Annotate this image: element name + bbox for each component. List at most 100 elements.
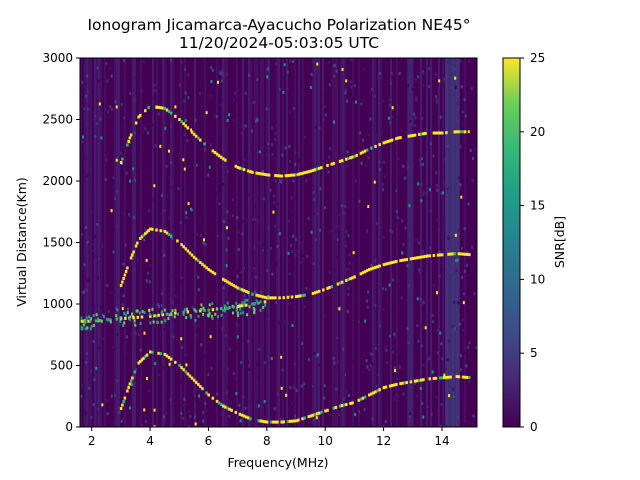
noise-pixel	[169, 161, 172, 165]
noise-pixel	[416, 297, 419, 301]
noise-pixel	[248, 368, 251, 372]
trace-point	[282, 296, 286, 300]
noise-pixel	[429, 62, 432, 66]
noise-pixel	[411, 87, 414, 91]
x-tick-label: 6	[205, 434, 213, 448]
trace-point	[222, 157, 225, 161]
trace-point	[86, 326, 89, 330]
noise-pixel	[131, 383, 134, 387]
noise-pixel	[182, 164, 185, 168]
noise-pixel	[253, 245, 256, 249]
noise-pixel	[214, 191, 217, 195]
noise-pixel	[194, 118, 197, 122]
noise-pixel	[231, 198, 234, 202]
noise-pixel	[133, 131, 136, 135]
noise-pixel	[189, 414, 192, 418]
noise-pixel	[265, 68, 268, 72]
trace-point	[124, 269, 128, 273]
noise-pixel	[459, 396, 462, 400]
noise-pixel	[354, 413, 357, 417]
noise-pixel	[455, 268, 458, 272]
trace-point	[376, 265, 379, 269]
noise-pixel	[133, 76, 136, 80]
trace-point	[215, 307, 218, 311]
noise-pixel	[160, 122, 163, 126]
noise-column	[100, 58, 102, 427]
noise-pixel	[238, 403, 241, 407]
noise-pixel	[453, 395, 456, 399]
trace-point	[178, 118, 181, 121]
trace-point	[152, 320, 155, 324]
trace-point	[432, 254, 436, 258]
trace-point	[453, 130, 456, 134]
trace-point	[155, 314, 158, 318]
noise-pixel	[318, 126, 321, 130]
noise-pixel	[96, 276, 99, 280]
noise-pixel	[96, 223, 99, 227]
trace-point	[155, 105, 158, 109]
trace-point	[288, 419, 292, 423]
noise-pixel	[134, 178, 137, 182]
trace-1-hop	[119, 350, 471, 424]
trace-point	[436, 253, 440, 257]
trace-point	[127, 385, 130, 389]
noise-pixel	[231, 119, 234, 123]
noise-pixel	[438, 79, 441, 83]
noise-pixel	[302, 418, 305, 422]
noise-pixel	[382, 424, 385, 427]
noise-pixel	[432, 154, 435, 158]
noise-pixel	[262, 197, 265, 201]
trace-point	[119, 407, 123, 411]
noise-column	[410, 58, 412, 427]
noise-column	[322, 58, 324, 427]
noise-pixel	[154, 362, 157, 366]
noise-pixel	[420, 344, 423, 348]
trace-point	[205, 391, 208, 395]
trace-point	[200, 307, 203, 311]
noise-pixel	[316, 353, 319, 357]
trace-sporadic-layer	[80, 295, 270, 331]
noise-pixel	[358, 199, 361, 203]
noise-pixel	[293, 386, 296, 390]
noise-pixel	[460, 85, 463, 89]
noise-pixel	[167, 258, 170, 262]
trace-point	[182, 245, 185, 249]
noise-pixel	[197, 275, 200, 279]
trace-point	[253, 310, 256, 314]
noise-pixel	[357, 403, 360, 407]
trace-point	[359, 151, 363, 155]
trace-point	[378, 143, 381, 147]
trace-point	[251, 292, 254, 296]
trace-point	[189, 314, 192, 318]
noise-pixel	[347, 233, 350, 237]
noise-pixel	[95, 366, 98, 370]
noise-pixel	[315, 406, 318, 410]
noise-pixel	[175, 365, 178, 369]
trace-point	[143, 310, 146, 314]
noise-pixel	[240, 360, 243, 364]
trace-point	[326, 408, 329, 412]
trace-point	[422, 378, 425, 382]
noise-pixel	[382, 188, 385, 192]
trace-point	[434, 131, 438, 135]
trace-point	[374, 265, 377, 269]
noise-pixel	[353, 84, 356, 88]
noise-pixel	[328, 60, 331, 64]
noise-pixel	[385, 348, 388, 352]
noise-pixel	[340, 204, 343, 208]
noise-pixel	[86, 107, 89, 111]
noise-pixel	[115, 105, 118, 109]
noise-pixel	[267, 317, 270, 321]
noise-pixel	[202, 419, 205, 423]
noise-pixel	[322, 159, 325, 163]
noise-pixel	[406, 239, 409, 243]
noise-pixel	[310, 230, 313, 234]
noise-pixel	[383, 175, 386, 179]
noise-pixel	[238, 65, 241, 69]
trace-point	[345, 278, 348, 282]
trace-point	[207, 268, 210, 272]
trace-point	[194, 318, 197, 322]
trace-point	[370, 146, 373, 150]
noise-pixel	[266, 75, 269, 79]
